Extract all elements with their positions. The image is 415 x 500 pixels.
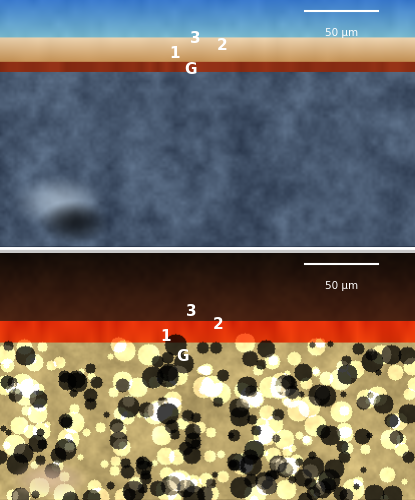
Text: G: G bbox=[185, 62, 197, 77]
Text: 2: 2 bbox=[217, 38, 227, 54]
Text: 50 μm: 50 μm bbox=[325, 28, 358, 38]
Text: 1: 1 bbox=[169, 46, 180, 60]
Text: 3: 3 bbox=[190, 31, 200, 46]
Text: 1: 1 bbox=[161, 329, 171, 344]
Text: 50 μm: 50 μm bbox=[325, 281, 358, 291]
Text: 2: 2 bbox=[212, 317, 223, 332]
Text: 3: 3 bbox=[186, 304, 196, 320]
Text: G: G bbox=[176, 349, 189, 364]
